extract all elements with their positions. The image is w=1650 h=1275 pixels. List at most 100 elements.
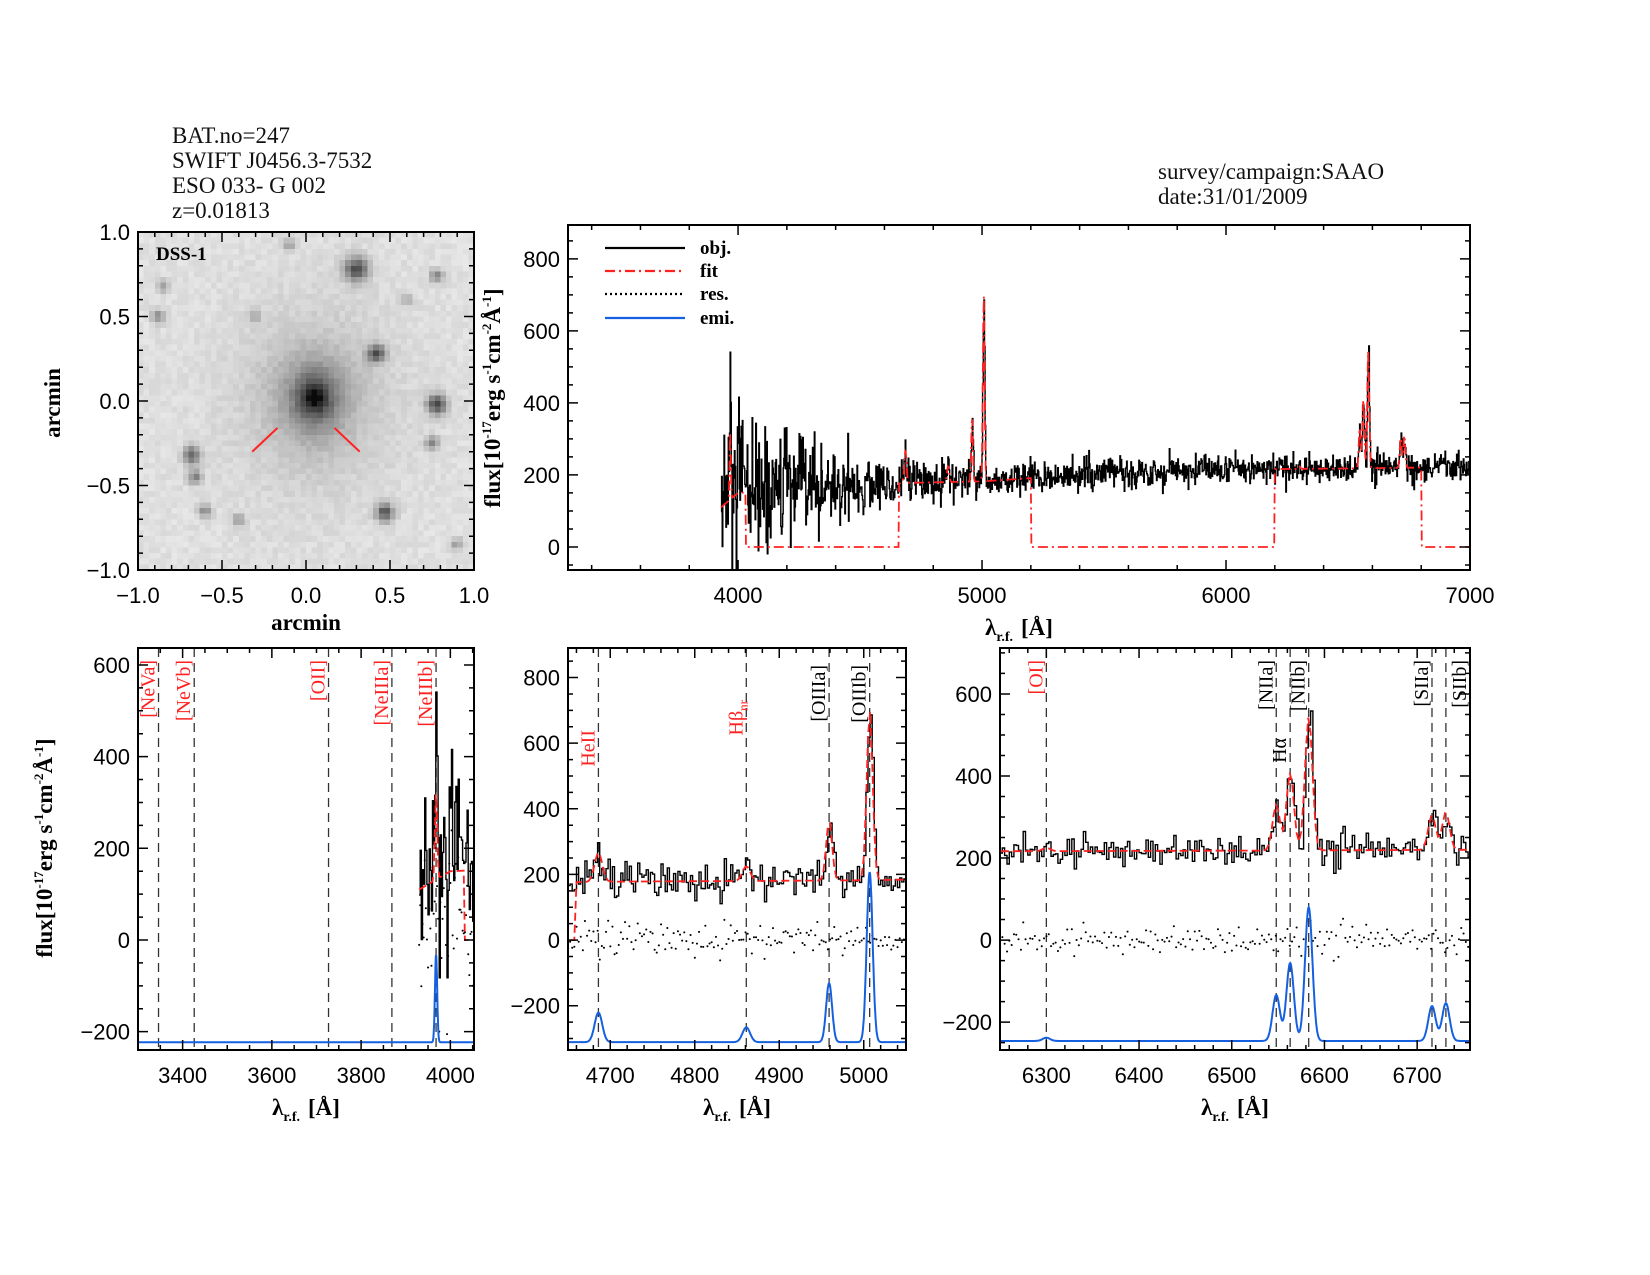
line-label: Hβnr: [725, 699, 750, 735]
x-axis-label: λr.f. [Å]: [985, 615, 1053, 645]
emission-series: [568, 871, 906, 1044]
line-label-text: [OIIIb]: [849, 665, 871, 723]
y-tick-label: 200: [955, 846, 992, 871]
dss-label: DSS-1: [156, 244, 207, 265]
target-marker-right: [333, 427, 361, 453]
axis-ticks: [1000, 648, 1470, 1050]
x-axis-label: λr.f. [Å]: [703, 1095, 771, 1125]
plot-area: [138, 648, 474, 1050]
x-tick-label: 0.0: [291, 583, 322, 608]
bat-number: BAT.no=247: [172, 123, 290, 148]
x-label-lambda: λ: [1201, 1095, 1213, 1120]
x-tick-label: 3400: [158, 1063, 207, 1088]
flux-label-superscript: -2: [479, 324, 494, 335]
line-label-text: [NeVa]: [138, 660, 160, 718]
flux-label-text: Å: [480, 307, 505, 324]
line-label: Hα: [1269, 737, 1291, 762]
line-label-text: [NeVb]: [173, 660, 195, 721]
line-label: [NeVb]: [173, 660, 195, 721]
flux-label-text: cm: [480, 334, 505, 363]
legend-item-res: res.: [605, 284, 729, 305]
flux-label-superscript: -1: [479, 296, 494, 307]
left-y-axis-label: flux[10-17erg s-1cm-2Å-1]: [31, 738, 57, 957]
x-tick-label: 6600: [1300, 1063, 1349, 1088]
flux-label-text: flux[10: [480, 439, 505, 508]
fit-series: [568, 711, 906, 941]
line-label-text: [SIIb]: [1449, 660, 1471, 708]
plot-area: [720, 296, 1470, 570]
legend-item-emi: emi.: [605, 308, 734, 329]
x-tick-label: 6500: [1207, 1063, 1256, 1088]
flux-label-text: cm: [32, 784, 57, 813]
x-label-subscript: r.f.: [1212, 1110, 1229, 1125]
line-label: [SIIb]: [1449, 660, 1471, 708]
dss-ylabel: arcmin: [40, 368, 65, 438]
x-axis-label: λr.f. [Å]: [272, 1095, 340, 1125]
survey-campaign: survey/campaign:SAAO: [1158, 159, 1384, 184]
y-tick-label: 0: [548, 535, 560, 560]
y-tick-label: 200: [93, 836, 130, 861]
y-tick-label: 600: [523, 731, 560, 756]
line-label: [OIIIb]: [849, 665, 871, 723]
x-axis-label: λr.f. [Å]: [1201, 1095, 1269, 1125]
axis-ticks: [137, 648, 474, 1050]
panel-dss: −1.0 −0.5 0.0 0.5 1.0 −1.0 −0.5 0.0 0.5 1.0: [87, 220, 490, 608]
panel-right: [OI] [NIIa] Hα [NIIb] [SIIa] [SIIb] 6300 6400 65…: [942, 647, 1471, 1125]
legend-item-obj: obj.: [605, 238, 731, 259]
line-label: [NeVa]: [138, 660, 160, 718]
x-label-subscript: r.f.: [714, 1110, 731, 1125]
emission-series: [1000, 904, 1470, 1042]
y-tick-label: 800: [523, 666, 560, 691]
y-tick-label: −200: [510, 994, 560, 1019]
x-tick-label: 5000: [839, 1063, 888, 1088]
line-label: [NIIb]: [1288, 660, 1310, 711]
flux-label-text: Å: [32, 757, 57, 774]
y-tick-label: 0.5: [99, 305, 130, 330]
y-tick-label: 200: [523, 862, 560, 887]
axes-frame: [567, 224, 1471, 571]
plot-area: [1000, 648, 1470, 1050]
line-label-text: [OI]: [1025, 660, 1047, 694]
x-label-subscript: r.f.: [283, 1110, 300, 1125]
swift-id: SWIFT J0456.3-7532: [172, 148, 372, 173]
y-tick-label: 400: [523, 391, 560, 416]
legend-label: obj.: [700, 238, 731, 259]
axes-frame: [999, 647, 1471, 1051]
x-tick-label: 4000: [714, 583, 763, 608]
x-label-subscript: r.f.: [996, 630, 1013, 645]
plot-area: [568, 648, 906, 1050]
y-tick-label: 400: [93, 745, 130, 770]
y-tick-label: −200: [80, 1020, 130, 1045]
line-label-text: [OII]: [308, 660, 330, 701]
x-tick-label: 0.5: [375, 583, 406, 608]
axes-frame: [567, 647, 907, 1051]
full-y-axis-label: flux[10-17erg s-1cm-2Å-1]: [479, 288, 505, 507]
observation-date: date:31/01/2009: [1158, 184, 1307, 209]
line-label-text: [OIIIa]: [808, 665, 830, 722]
flux-label-superscript: -2: [31, 774, 46, 785]
emission-series: [138, 954, 474, 1044]
galaxy-name: ESO 033- G 002: [172, 173, 326, 198]
flux-label-superscript: -1: [479, 364, 494, 375]
line-label-text: Hβ: [725, 711, 747, 736]
y-tick-label: 600: [93, 653, 130, 678]
residual-series: [568, 918, 906, 962]
flux-label-text: ]: [480, 288, 505, 296]
y-tick-label: 0: [548, 928, 560, 953]
x-tick-label: 4900: [755, 1063, 804, 1088]
x-label-lambda: λ: [703, 1095, 715, 1120]
residual-series: [418, 829, 474, 1036]
flux-label-text: erg s: [480, 375, 505, 422]
fit-series: [720, 296, 1470, 548]
y-tick-label: −0.5: [87, 474, 130, 499]
y-tick-label: 0: [980, 928, 992, 953]
axes-frame: [137, 231, 475, 571]
x-tick-label: 3600: [247, 1063, 296, 1088]
y-tick-label: −1.0: [87, 558, 130, 583]
x-tick-label: 5000: [958, 583, 1007, 608]
legend-item-fit: fit: [605, 261, 719, 282]
x-tick-label: 4700: [586, 1063, 635, 1088]
flux-label-superscript: -17: [31, 871, 46, 889]
x-tick-label: −0.5: [200, 583, 243, 608]
